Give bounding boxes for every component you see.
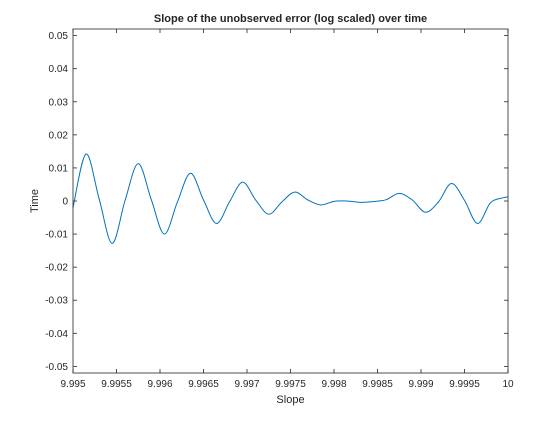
x-tick-label: 9.999 [408, 379, 433, 390]
y-tick-label: -0.05 [45, 362, 68, 373]
y-tick-label: 0.02 [49, 130, 69, 141]
x-tick-label: 9.997 [234, 379, 259, 390]
y-axis-ticks: -0.05 -0.04 -0.03 -0.02 -0.01 0 0.01 0.02 0.03 0.… [45, 31, 508, 373]
y-tick-label: 0.03 [49, 97, 69, 108]
y-tick-label: -0.02 [45, 263, 68, 274]
x-tick-label: 9.996 [147, 379, 172, 390]
y-tick-label: -0.04 [45, 329, 68, 340]
chart-title: Slope of the unobserved error (log scale… [154, 13, 427, 25]
x-axis-ticks: 9.995 9.9955 9.996 9.9965 9.997 9.9975 9.998 9.… [60, 29, 514, 390]
x-tick-label: 9.998 [321, 379, 346, 390]
y-tick-label: 0.01 [49, 163, 69, 174]
y-tick-label: 0 [62, 197, 68, 208]
y-tick-label: 0.05 [49, 31, 69, 42]
y-tick-label: -0.03 [45, 296, 68, 307]
data-series-line [72, 153, 509, 244]
y-tick-label: 0.04 [49, 64, 69, 75]
x-tick-label: 9.9995 [449, 379, 480, 390]
x-tick-label: 9.9985 [362, 379, 393, 390]
plot-area [73, 29, 508, 373]
x-tick-label: 9.995 [60, 379, 85, 390]
x-tick-label: 9.9955 [101, 379, 132, 390]
y-tick-label: -0.01 [45, 230, 68, 241]
y-axis-label: Time [29, 189, 41, 213]
x-tick-label: 9.9965 [188, 379, 219, 390]
x-axis-label: Slope [276, 394, 304, 406]
axes-box [72, 28, 509, 374]
x-tick-label: 9.9975 [275, 379, 306, 390]
x-tick-label: 10 [502, 379, 514, 390]
